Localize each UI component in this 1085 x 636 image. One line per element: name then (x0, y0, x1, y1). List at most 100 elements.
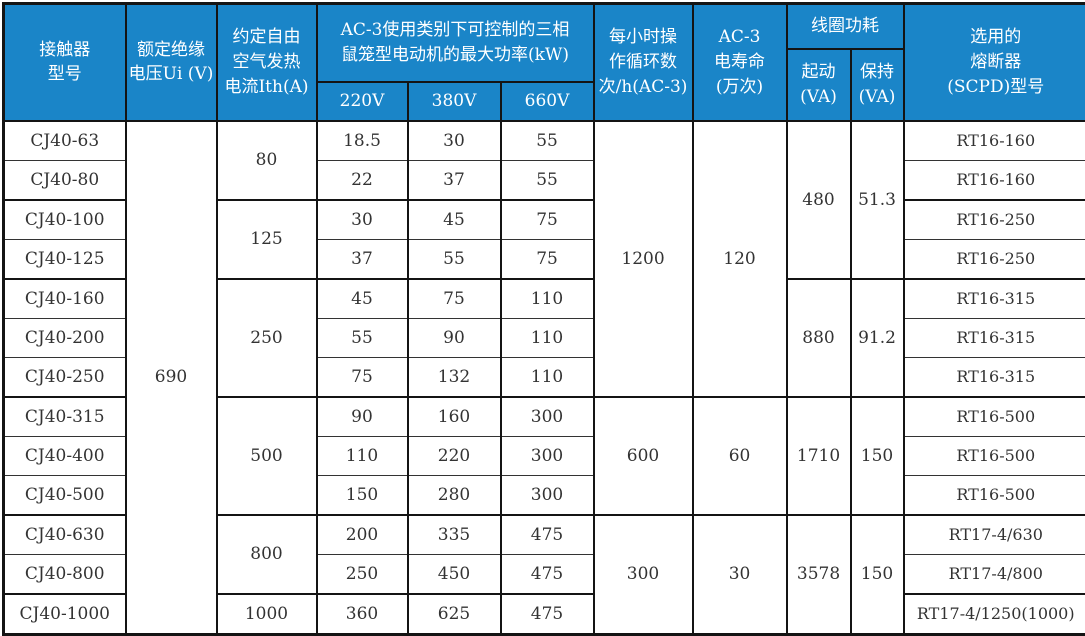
thermal-current-cell: 125 (217, 200, 317, 279)
coil-hold-cell: 51.3 (851, 121, 904, 279)
power-220-cell: 55 (317, 318, 408, 357)
power-380-cell: 75 (408, 279, 501, 319)
power-220-cell: 200 (317, 515, 408, 555)
power-220-cell: 90 (317, 397, 408, 437)
power-660-cell: 110 (501, 318, 594, 357)
coil-start-cell: 3578 (787, 515, 851, 635)
power-380-cell: 335 (408, 515, 501, 555)
header-ac3-power-title: AC-3使用类别下可控制的三相 鼠笼型电动机的最大功率(kW) (317, 4, 594, 82)
power-660-cell: 475 (501, 554, 594, 594)
header-rated-insulation-voltage: 额定绝缘 电压Ui (V) (126, 4, 217, 121)
power-660-cell: 75 (501, 200, 594, 240)
model-cell: CJ40-250 (4, 357, 126, 397)
fuse-cell: RT16-500 (904, 475, 1085, 515)
model-cell: CJ40-80 (4, 160, 126, 200)
ops-per-hour-cell: 300 (594, 515, 693, 635)
header-voltage-380: 380V (408, 82, 501, 121)
power-220-cell: 150 (317, 475, 408, 515)
thermal-current-cell: 500 (217, 397, 317, 515)
power-380-cell: 30 (408, 121, 501, 161)
model-cell: CJ40-100 (4, 200, 126, 240)
ops-per-hour-cell: 600 (594, 397, 693, 515)
power-220-cell: 110 (317, 436, 408, 475)
model-cell: CJ40-125 (4, 239, 126, 279)
thermal-current-cell: 800 (217, 515, 317, 594)
header-fuse: 选用的 熔断器 (SCPD)型号 (904, 4, 1085, 121)
model-cell: CJ40-63 (4, 121, 126, 161)
power-660-cell: 75 (501, 239, 594, 279)
fuse-cell: RT16-500 (904, 436, 1085, 475)
coil-start-cell: 1710 (787, 397, 851, 515)
coil-start-cell: 480 (787, 121, 851, 279)
power-660-cell: 475 (501, 594, 594, 635)
power-660-cell: 55 (501, 121, 594, 161)
power-380-cell: 625 (408, 594, 501, 635)
power-220-cell: 22 (317, 160, 408, 200)
fuse-cell: RT16-500 (904, 397, 1085, 437)
thermal-current-cell: 250 (217, 279, 317, 397)
model-cell: CJ40-400 (4, 436, 126, 475)
power-380-cell: 37 (408, 160, 501, 200)
power-660-cell: 55 (501, 160, 594, 200)
power-220-cell: 37 (317, 239, 408, 279)
table-header: 接触器 型号 额定绝缘 电压Ui (V) 约定自由 空气发热 电流Ith(A) … (4, 4, 1085, 121)
coil-hold-cell: 91.2 (851, 279, 904, 397)
model-cell: CJ40-630 (4, 515, 126, 555)
header-ops-per-hour: 每小时操 作循环数 次/h(AC-3) (594, 4, 693, 121)
power-220-cell: 75 (317, 357, 408, 397)
header-coil-power: 线圈功耗 (787, 4, 904, 49)
header-voltage-220: 220V (317, 82, 408, 121)
power-220-cell: 18.5 (317, 121, 408, 161)
header-contactor-model: 接触器 型号 (4, 4, 126, 121)
power-220-cell: 45 (317, 279, 408, 319)
power-660-cell: 300 (501, 397, 594, 437)
model-cell: CJ40-315 (4, 397, 126, 437)
model-cell: CJ40-1000 (4, 594, 126, 635)
fuse-cell: RT16-250 (904, 239, 1085, 279)
power-380-cell: 55 (408, 239, 501, 279)
electrical-life-cell: 30 (693, 515, 787, 635)
header-voltage-660: 660V (501, 82, 594, 121)
fuse-cell: RT16-160 (904, 121, 1085, 161)
header-coil-hold: 保持 (VA) (851, 49, 904, 121)
fuse-cell: RT16-160 (904, 160, 1085, 200)
power-220-cell: 30 (317, 200, 408, 240)
power-380-cell: 132 (408, 357, 501, 397)
header-row-1: 接触器 型号 额定绝缘 电压Ui (V) 约定自由 空气发热 电流Ith(A) … (4, 4, 1085, 49)
power-660-cell: 475 (501, 515, 594, 555)
rated-voltage-cell: 690 (126, 121, 217, 635)
ops-per-hour-cell: 1200 (594, 121, 693, 397)
model-cell: CJ40-200 (4, 318, 126, 357)
fuse-cell: RT16-315 (904, 357, 1085, 397)
power-380-cell: 45 (408, 200, 501, 240)
fuse-cell: RT17-4/630 (904, 515, 1085, 555)
thermal-current-cell: 80 (217, 121, 317, 200)
header-coil-start: 起动 (VA) (787, 49, 851, 121)
power-380-cell: 160 (408, 397, 501, 437)
model-cell: CJ40-500 (4, 475, 126, 515)
thermal-current-cell: 1000 (217, 594, 317, 635)
power-660-cell: 110 (501, 279, 594, 319)
coil-hold-cell: 150 (851, 515, 904, 635)
fuse-cell: RT16-315 (904, 318, 1085, 357)
header-electrical-life: AC-3 电寿命 (万次) (693, 4, 787, 121)
fuse-cell: RT17-4/800 (904, 554, 1085, 594)
power-220-cell: 250 (317, 554, 408, 594)
power-660-cell: 110 (501, 357, 594, 397)
power-380-cell: 220 (408, 436, 501, 475)
fuse-cell: RT16-315 (904, 279, 1085, 319)
power-380-cell: 280 (408, 475, 501, 515)
power-380-cell: 450 (408, 554, 501, 594)
power-380-cell: 90 (408, 318, 501, 357)
model-cell: CJ40-160 (4, 279, 126, 319)
fuse-cell: RT17-4/1250(1000) (904, 594, 1085, 635)
power-660-cell: 300 (501, 475, 594, 515)
fuse-cell: RT16-250 (904, 200, 1085, 240)
header-thermal-current: 约定自由 空气发热 电流Ith(A) (217, 4, 317, 121)
power-220-cell: 360 (317, 594, 408, 635)
model-cell: CJ40-800 (4, 554, 126, 594)
coil-start-cell: 880 (787, 279, 851, 397)
